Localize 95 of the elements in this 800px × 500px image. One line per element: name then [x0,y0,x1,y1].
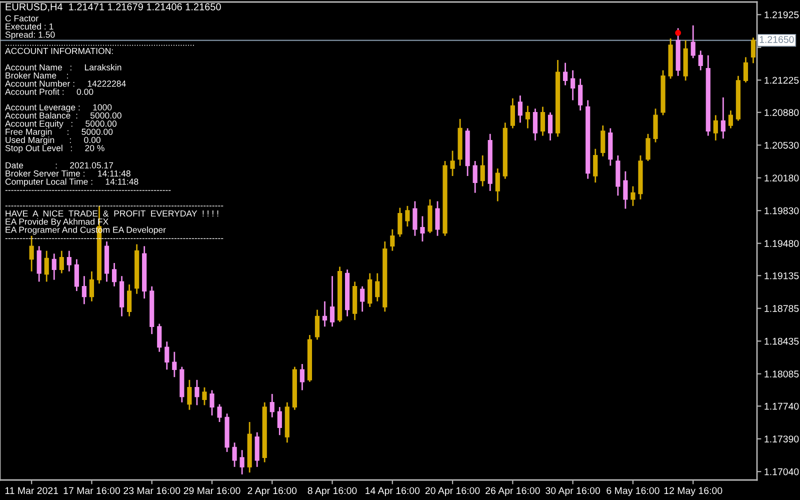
x-tick-label: 26 Apr 16:00 [486,487,540,496]
x-tick-label: 20 Apr 16:00 [425,487,480,496]
candlestick [510,98,515,129]
candlestick [690,24,696,59]
candlestick [398,207,402,238]
candlestick [314,309,320,340]
candlestick [518,94,522,124]
x-tick-label: 23 Mar 16:00 [124,487,180,494]
x-tick-label: 6 May 16:00 [606,487,660,496]
candlestick [210,390,214,416]
candlestick [653,108,658,144]
y-tick-label: 1.21925 [764,11,799,18]
candlestick [322,300,328,328]
candlestick [29,235,34,272]
candlestick [600,124,606,158]
y-tick-label: 1.18435 [764,338,799,345]
x-tick-label: 11 Mar 2021 [5,487,58,494]
y-tick-label: 1.17040 [764,468,799,476]
candlestick [390,228,395,252]
candlestick [750,36,756,64]
candlestick [89,270,94,302]
candlestick [495,168,500,202]
y-tick-label: 1.19830 [764,207,799,214]
candlestick [172,351,177,378]
x-tick-label: 12 May 16:00 [664,487,722,496]
candlestick [450,150,455,177]
candlestick [435,200,440,237]
candlestick [217,404,222,423]
chart-title: EURUSD,H4 1.21471 1.21679 1.21406 1.21650 [6,3,221,12]
candlestick [720,96,726,140]
candlestick [270,393,274,418]
annotation: Account Leverage : 1000 Account Balance : 5000.00 Account Equity : 5000.00 Free Margin : 5000.00 Used Margin : 0.00 Stop Out Level : 20 % [5,104,122,153]
candlestick [646,133,650,162]
candlestick [59,250,64,274]
candlestick [187,379,192,411]
candlestick [375,272,380,302]
x-tick-label: 29 Mar 16:00 [184,487,240,494]
candlestick [728,110,733,129]
y-tick-label: 1.18785 [764,305,799,312]
candlestick [202,386,207,406]
y-tick-label: 1.21225 [764,76,799,84]
y-tick-label: 1.19480 [764,240,799,247]
candlestick [480,154,485,187]
candlestick [525,105,530,129]
candlestick [570,70,576,101]
candlestick [623,170,628,210]
candlestick [472,160,478,194]
candlestick [157,323,162,353]
y-tick-label: 1.19135 [764,272,799,280]
candlestick [82,275,86,305]
candlestick [330,275,335,328]
y-tick-label: 1.20880 [764,109,799,116]
candlestick [593,148,598,184]
candlestick [743,56,748,84]
candlestick [540,106,546,136]
candlestick [254,432,260,468]
y-tick-label: 1.18085 [764,370,799,378]
x-tick-label: 8 Apr 16:00 [308,487,357,496]
candlestick [412,200,418,237]
candlestick [36,245,42,282]
x-tick-label: 17 Mar 16:00 [64,487,120,494]
x-tick-label: 30 Apr 16:00 [546,487,600,496]
candlestick [240,449,244,476]
candlestick [578,78,583,112]
candlestick [232,442,237,468]
candlestick [127,284,132,317]
candlestick [532,108,538,142]
annotation: C Factor Executed : 1 Spread: 1.50 .............................................................................. ACCOUNT INFORMATION: [5,15,194,54]
x-tick-label: 14 Apr 16:00 [366,487,420,496]
candlestick [713,114,718,142]
ref-line-label: 1.21650 [760,36,794,43]
annotation: Date : 2021.05.17 Broker Server Time : 14:11:48 Computer Local Time : 14:11:48 --------------------------------------------------------- [5,162,171,191]
candlestick [548,112,553,142]
candlestick [277,406,282,436]
candlestick [52,252,56,281]
candlestick [300,363,304,391]
candlestick [66,250,72,272]
y-tick-label: 1.17740 [764,402,799,410]
candlestick [630,186,636,207]
candlestick [563,62,568,86]
x-tick-label: 2 Apr 16:00 [248,487,297,496]
candlestick [194,379,200,406]
candlestick [44,250,49,282]
candlestick [112,262,117,288]
candlestick [164,340,170,370]
candlestick [74,258,79,292]
y-tick-label: 1.17390 [764,436,799,442]
y-tick-label: 1.20180 [764,174,799,182]
candlestick [698,50,703,71]
candlestick [405,205,410,228]
candlestick [360,286,365,312]
candlestick [420,216,425,242]
candlestick [368,272,372,308]
y-tick-label: 1.20530 [764,142,799,149]
annotation: Account Name : Larakskin Broker Name : Account Number : 14222284 Account Profit : 0.00 [5,64,126,95]
